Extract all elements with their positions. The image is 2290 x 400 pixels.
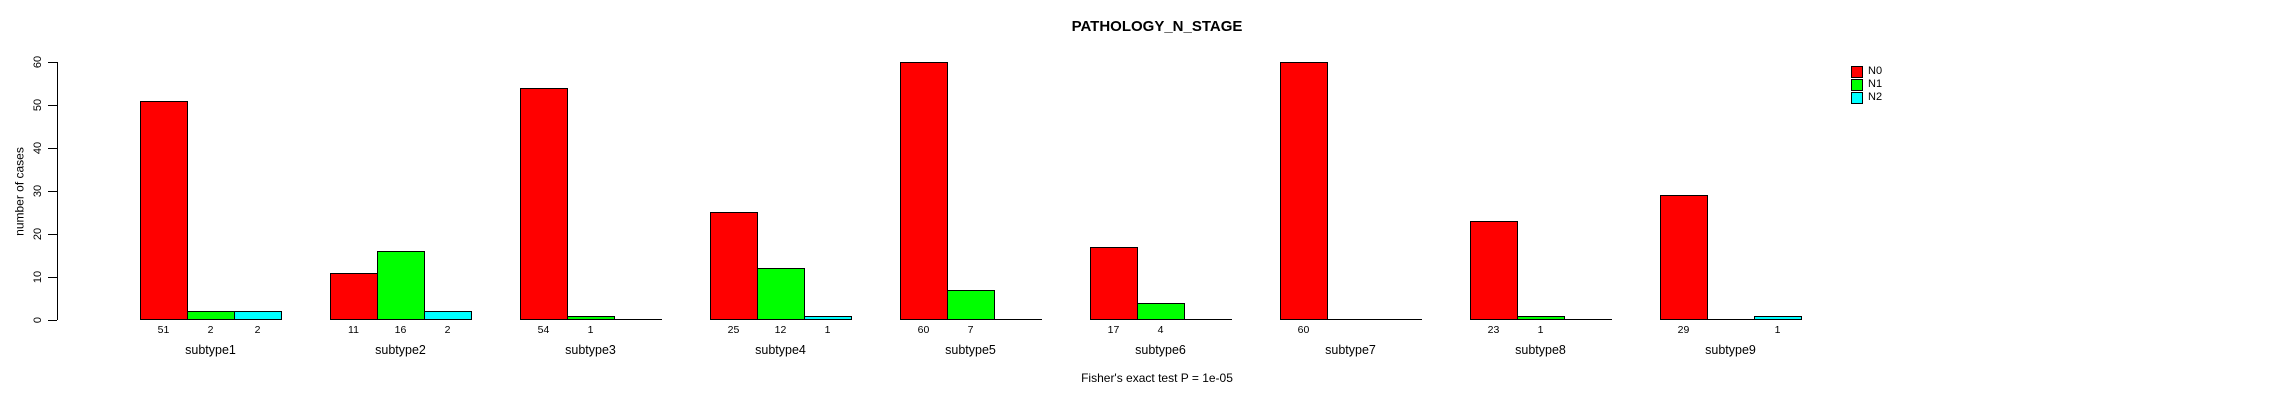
bar-value-label: 54 <box>537 324 550 336</box>
category-label-subtype8: subtype8 <box>1515 343 1566 357</box>
bar-value-label: 25 <box>727 324 740 336</box>
bar-value-label: 2 <box>254 324 261 336</box>
category-label-subtype1: subtype1 <box>185 343 236 357</box>
bar-N1-subtype4 <box>757 268 805 320</box>
bar-N2-subtype1 <box>234 311 282 320</box>
zero-bar-line <box>1374 319 1422 320</box>
y-axis-tick <box>48 277 57 278</box>
y-axis-tick <box>48 320 57 321</box>
bar-value-label: 4 <box>1157 324 1164 336</box>
caption: Fisher's exact test P = 1e-05 <box>1081 371 1233 385</box>
chart-title: PATHOLOGY_N_STAGE <box>1071 18 1243 35</box>
bar-N0-subtype9 <box>1660 195 1708 320</box>
bar-N0-subtype1 <box>140 101 188 320</box>
legend-label: N0 <box>1868 65 1883 77</box>
zero-bar-line <box>1327 319 1375 320</box>
bar-value-label: 1 <box>1774 324 1781 336</box>
bar-N0-subtype4 <box>710 212 758 320</box>
y-axis-tick-label: 20 <box>32 227 44 241</box>
bar-N1-subtype8 <box>1517 316 1565 320</box>
legend-swatch-N2 <box>1851 91 1863 104</box>
bar-N2-subtype2 <box>424 311 472 320</box>
bar-value-label: 51 <box>157 324 170 336</box>
bar-N1-subtype6 <box>1137 303 1185 320</box>
y-axis-line <box>57 62 58 320</box>
bar-N0-subtype3 <box>520 88 568 320</box>
legend-item-N1: N1 <box>1851 78 1883 91</box>
bar-N0-subtype8 <box>1470 221 1518 320</box>
legend-item-N0: N0 <box>1851 65 1883 78</box>
bar-value-label: 11 <box>348 324 359 336</box>
category-label-subtype7: subtype7 <box>1325 343 1376 357</box>
bar-value-label: 1 <box>1537 324 1544 336</box>
y-axis-tick <box>48 191 57 192</box>
bar-value-label: 12 <box>774 324 787 336</box>
bar-value-label: 2 <box>444 324 451 336</box>
bar-value-label: 60 <box>917 324 930 336</box>
legend-swatch-N0 <box>1851 65 1863 78</box>
y-axis-label: number of cases <box>12 147 27 236</box>
category-label-subtype4: subtype4 <box>755 343 806 357</box>
y-axis-tick-label: 50 <box>32 98 44 112</box>
bar-N0-subtype2 <box>330 273 378 320</box>
category-label-subtype6: subtype6 <box>1135 343 1186 357</box>
bar-N2-subtype4 <box>804 316 852 320</box>
zero-bar-line <box>1184 319 1232 320</box>
y-axis-tick-label: 10 <box>32 270 44 284</box>
legend-item-N2: N2 <box>1851 91 1883 104</box>
category-label-subtype9: subtype9 <box>1705 343 1756 357</box>
y-axis-tick-label: 60 <box>32 55 44 69</box>
bar-N0-subtype6 <box>1090 247 1138 320</box>
y-axis-tick <box>48 234 57 235</box>
y-axis-tick-label: 40 <box>32 141 44 155</box>
y-axis-tick-label: 0 <box>32 316 44 324</box>
bar-N1-subtype5 <box>947 290 995 320</box>
bar-value-label: 29 <box>1677 324 1690 336</box>
bar-value-label: 23 <box>1487 324 1500 336</box>
bar-N2-subtype9 <box>1754 316 1802 320</box>
zero-bar-line <box>1564 319 1612 320</box>
category-label-subtype2: subtype2 <box>375 343 426 357</box>
bar-N0-subtype5 <box>900 62 948 320</box>
legend-label: N1 <box>1868 78 1883 90</box>
category-label-subtype3: subtype3 <box>565 343 616 357</box>
y-axis-tick <box>48 148 57 149</box>
bar-value-label: 16 <box>394 324 407 336</box>
bar-N1-subtype1 <box>187 311 235 320</box>
bar-N1-subtype2 <box>377 251 425 320</box>
bar-value-label: 60 <box>1297 324 1310 336</box>
zero-bar-line <box>614 319 662 320</box>
category-label-subtype5: subtype5 <box>945 343 996 357</box>
bar-value-label: 2 <box>207 324 214 336</box>
bar-value-label: 1 <box>824 324 831 336</box>
legend-label: N2 <box>1868 91 1883 103</box>
bar-N0-subtype7 <box>1280 62 1328 320</box>
legend-swatch-N1 <box>1851 78 1863 91</box>
zero-bar-line <box>994 319 1042 320</box>
y-axis-tick <box>48 62 57 63</box>
zero-bar-line <box>1707 319 1755 320</box>
y-axis-tick <box>48 105 57 106</box>
bar-value-label: 17 <box>1107 324 1120 336</box>
bar-value-label: 1 <box>587 324 594 336</box>
bar-N1-subtype3 <box>567 316 615 320</box>
legend: N0 N1 N2 <box>1851 65 1883 105</box>
bar-value-label: 7 <box>967 324 974 336</box>
y-axis-tick-label: 30 <box>32 184 44 198</box>
